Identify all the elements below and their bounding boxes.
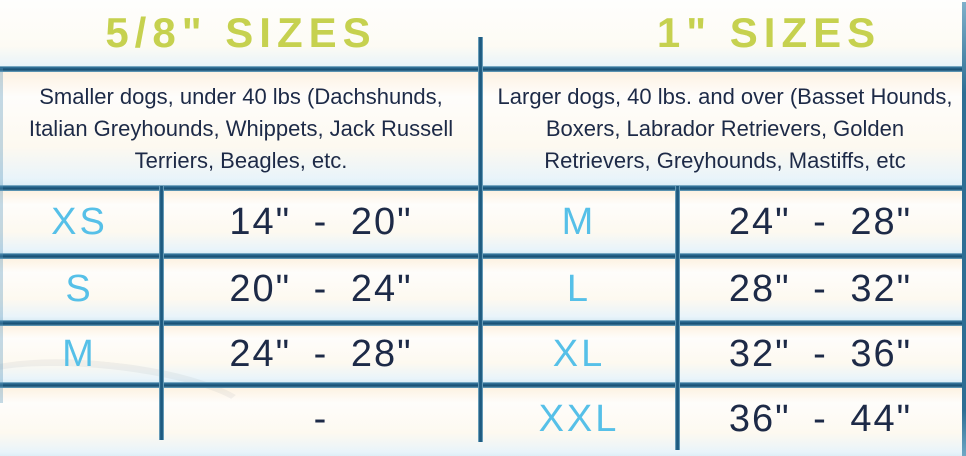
right-column-divider-line xyxy=(675,186,680,450)
right-table-description: Larger dogs, 40 lbs. and over (Basset Ho… xyxy=(486,74,964,184)
right-range-cell: 32" - 36" xyxy=(728,332,913,375)
left-range-cell: 14" - 20" xyxy=(229,200,413,243)
left-size-cell: XS xyxy=(51,200,108,243)
left-description-line: Terriers, Beagles, etc. xyxy=(134,147,348,173)
left-table-title: 5/8" SIZES xyxy=(105,9,377,56)
right-table-title: 1" SIZES xyxy=(656,9,882,56)
left-size-cell: M xyxy=(62,332,97,375)
left-column-divider-line xyxy=(159,186,164,440)
left-table-description: Smaller dogs, under 40 lbs (Dachshunds, … xyxy=(2,74,480,184)
row-divider-line xyxy=(0,253,966,259)
right-size-cell: XL xyxy=(552,332,606,375)
right-size-cell: L xyxy=(566,268,592,310)
right-range-cell: 28" - 32" xyxy=(728,268,913,310)
description-band xyxy=(0,72,966,185)
header-band xyxy=(0,0,966,66)
right-range-cell: 24" - 28" xyxy=(728,200,913,243)
left-description-line: Italian Greyhounds, Whippets, Jack Russe… xyxy=(28,116,454,142)
row-divider-line xyxy=(0,185,966,191)
left-edge-border xyxy=(0,68,3,403)
right-description-line: Larger dogs, 40 lbs. and over (Basset Ho… xyxy=(497,84,953,110)
left-range-cell: 20" - 24" xyxy=(229,268,413,310)
left-size-cell xyxy=(0,388,159,450)
left-range-cell: 24" - 28" xyxy=(229,332,413,375)
left-range-cell: - xyxy=(313,397,329,440)
header-underline xyxy=(0,66,966,72)
right-edge-border xyxy=(962,2,966,456)
right-size-cell: XXL xyxy=(538,397,620,440)
left-description-line: Smaller dogs, under 40 lbs (Dachshunds, xyxy=(39,84,443,110)
row-divider-line xyxy=(0,320,966,326)
left-size-cell: S xyxy=(65,268,94,310)
right-range-cell: 36" - 44" xyxy=(728,397,913,440)
row-divider-line xyxy=(0,382,966,388)
center-divider-line xyxy=(478,37,483,442)
right-description-line: Boxers, Labrador Retrievers, Golden xyxy=(545,116,905,142)
right-size-cell: M xyxy=(561,200,597,243)
right-description-line: Retrievers, Greyhounds, Mastiffs, etc xyxy=(544,147,906,173)
